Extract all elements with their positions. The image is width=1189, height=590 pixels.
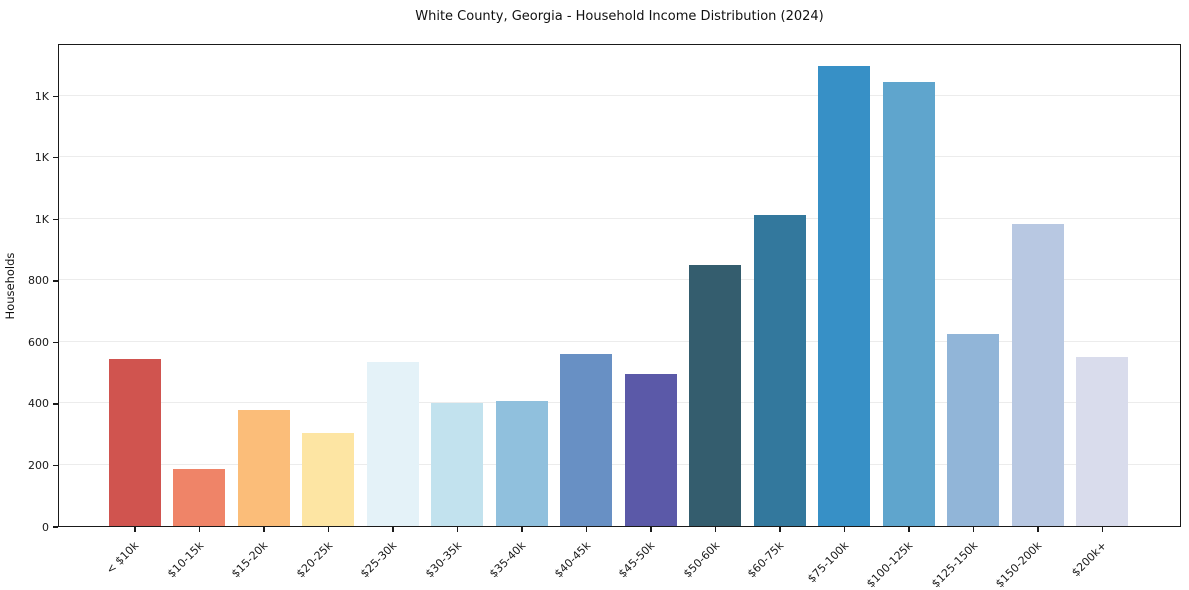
bar <box>495 400 548 526</box>
x-tick-mark <box>1101 527 1104 532</box>
bar <box>173 468 225 526</box>
bar <box>302 432 354 526</box>
x-tick-mark <box>327 527 330 532</box>
y-tick-mark <box>53 157 58 159</box>
bar <box>947 333 999 526</box>
y-tick-mark <box>53 403 58 405</box>
y-tick-label: 600 <box>28 335 49 349</box>
x-tick-label: < $10k <box>103 539 142 577</box>
y-tick-label: 400 <box>28 397 49 411</box>
x-tick-mark <box>392 527 394 532</box>
bar <box>431 402 483 526</box>
y-tick-mark <box>53 464 58 467</box>
y-tick-label: 800 <box>28 274 49 288</box>
x-tick-mark <box>585 527 588 532</box>
bar <box>882 82 935 526</box>
x-tick-mark <box>263 527 265 532</box>
bar <box>818 66 870 526</box>
gridline <box>59 94 1180 96</box>
x-tick-mark <box>714 527 717 532</box>
y-tick-mark <box>53 95 58 97</box>
bar <box>108 358 161 526</box>
bar <box>560 353 612 526</box>
bar <box>237 409 290 526</box>
y-tick-label: 0 <box>42 520 49 534</box>
x-tick-mark <box>456 527 459 532</box>
x-tick-mark <box>1037 527 1039 532</box>
gridline <box>59 279 1180 281</box>
bar <box>624 373 677 526</box>
bar <box>753 215 806 526</box>
y-tick-label: 1K <box>34 212 49 226</box>
y-tick-mark <box>53 280 58 282</box>
x-tick-mark <box>650 527 652 532</box>
bar <box>1011 223 1064 526</box>
x-tick-mark <box>521 527 523 532</box>
gridline <box>59 402 1180 404</box>
chart-title: White County, Georgia - Household Income… <box>415 9 824 24</box>
y-tick-label: 1K <box>34 89 49 103</box>
bar <box>366 362 419 526</box>
gridline <box>59 156 1180 158</box>
x-tick-mark <box>908 527 910 532</box>
bar <box>1076 356 1128 526</box>
x-tick-mark <box>198 527 201 532</box>
gridline <box>59 340 1180 342</box>
y-tick-mark <box>53 526 58 528</box>
x-tick-mark <box>972 527 975 532</box>
bar <box>689 265 741 526</box>
x-tick-mark <box>134 527 136 532</box>
gridline <box>59 217 1180 219</box>
y-tick-mark <box>53 341 58 344</box>
plot-area <box>58 44 1181 527</box>
y-tick-mark <box>53 218 58 220</box>
y-tick-label: 1K <box>34 151 49 165</box>
x-tick-mark <box>779 527 781 532</box>
y-tick-label: 200 <box>28 458 49 472</box>
gridline <box>59 463 1180 465</box>
x-tick-mark <box>843 527 846 532</box>
